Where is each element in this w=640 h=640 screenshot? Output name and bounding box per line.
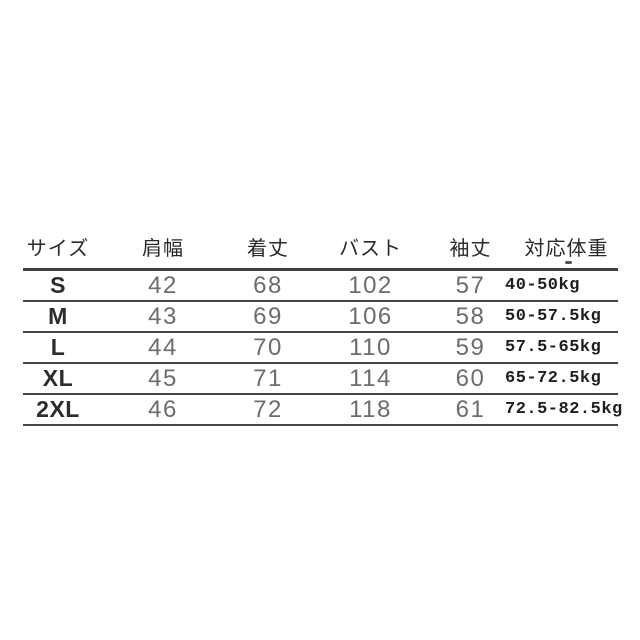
- size-cell: L: [50, 334, 66, 360]
- sleeve-cell: 60: [455, 364, 486, 392]
- shoulder-cell: 44: [148, 333, 178, 361]
- shoulder-cell: 46: [148, 395, 178, 423]
- bust-cell: 114: [349, 364, 392, 392]
- length-cell: 69: [253, 302, 283, 330]
- size-cell: M: [48, 303, 68, 329]
- bust-cell: 106: [348, 302, 393, 330]
- weight-cell: 40-50kg: [505, 276, 580, 295]
- length-cell: 72: [253, 395, 283, 423]
- table-row-2xl: 2XL 46 72 118 61 72.5-82.5kg: [23, 395, 623, 426]
- sleeve-cell: 58: [455, 302, 486, 330]
- bust-cell: 102: [348, 271, 393, 299]
- shoulder-cell: 45: [148, 364, 178, 392]
- weight-cell: 72.5-82.5kg: [505, 400, 623, 419]
- bust-cell: 110: [349, 333, 392, 361]
- size-cell: XL: [42, 365, 74, 391]
- header-cell-sleeve: 袖丈: [449, 236, 492, 260]
- sleeve-cell: 57: [455, 271, 486, 299]
- size-chart-header-row: サイズ 肩幅 着丈 バスト 袖丈 対応体重: [23, 231, 618, 271]
- table-row-xl: XL 45 71 114 60 65-72.5kg: [23, 364, 618, 395]
- size-cell: 2XL: [36, 396, 80, 422]
- length-cell: 68: [253, 271, 283, 299]
- weight-cell: 65-72.5kg: [505, 369, 602, 388]
- sleeve-cell: 61: [455, 395, 486, 423]
- shoulder-cell: 43: [148, 302, 178, 330]
- header-cell-shoulder: 肩幅: [142, 236, 184, 260]
- table-row-s: S 42 68 102 57 40-50kg: [23, 271, 618, 302]
- header-cell-weight: 対応体重: [524, 236, 609, 260]
- header-cell-size: サイズ: [26, 236, 90, 260]
- smudge-mark: [565, 261, 572, 264]
- length-cell: 71: [253, 364, 283, 392]
- weight-cell: 50-57.5kg: [505, 307, 602, 326]
- bust-cell: 118: [349, 395, 392, 423]
- header-cell-length: 着丈: [247, 236, 289, 260]
- size-cell: S: [50, 272, 66, 298]
- shoulder-cell: 42: [148, 271, 178, 299]
- table-row-l: L 44 70 110 59 57.5-65kg: [23, 333, 618, 364]
- header-cell-bust: バスト: [339, 236, 402, 260]
- length-cell: 70: [253, 333, 283, 361]
- size-chart-table: サイズ 肩幅 着丈 バスト 袖丈 対応体重 S 42 68 102 57 40-…: [23, 231, 623, 426]
- weight-cell: 57.5-65kg: [505, 338, 602, 357]
- table-row-m: M 43 69 106 58 50-57.5kg: [23, 302, 618, 333]
- sleeve-cell: 59: [455, 333, 486, 361]
